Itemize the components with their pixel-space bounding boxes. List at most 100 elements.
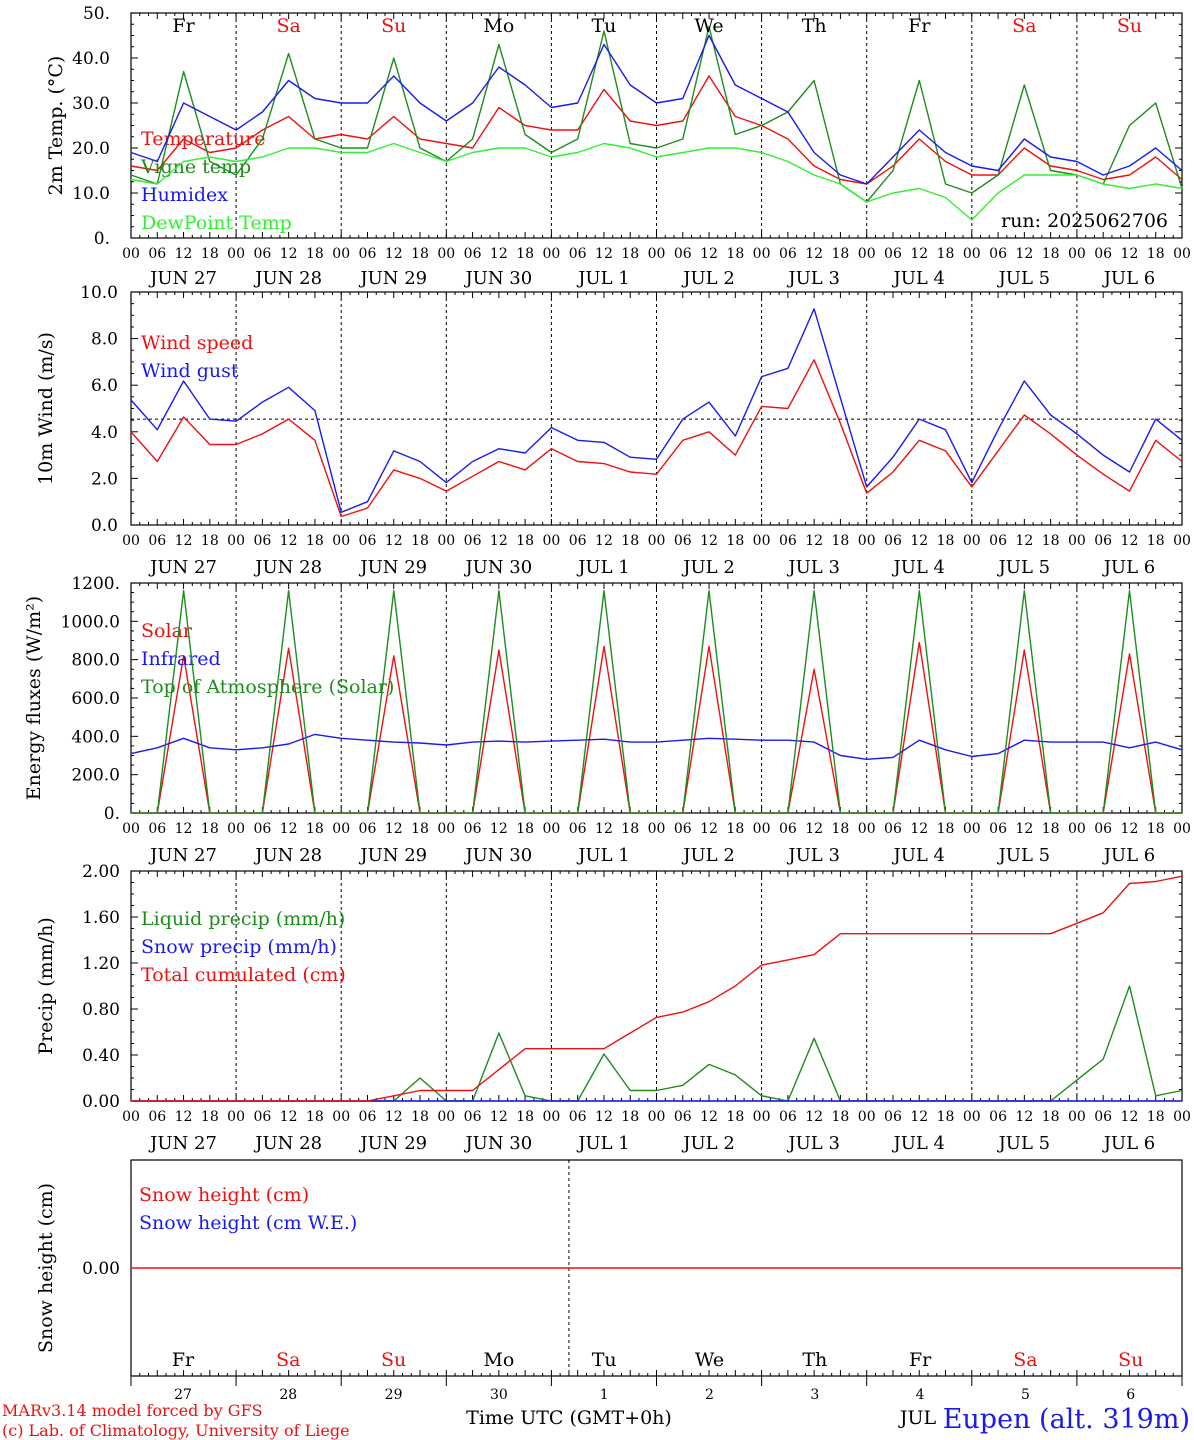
hour-label: 06	[989, 821, 1007, 837]
hour-label: 18	[1042, 533, 1060, 549]
hour-label: 00	[437, 533, 455, 549]
date-label: JUL 1	[576, 268, 630, 289]
hour-label: 06	[779, 246, 797, 262]
date-label: JUL 5	[997, 845, 1051, 866]
y-tick-label: 8.0	[91, 330, 118, 350]
hour-label: 12	[595, 533, 613, 549]
hour-label: 06	[1094, 246, 1112, 262]
hour-label: 00	[753, 821, 771, 837]
hour-label: 06	[359, 821, 377, 837]
hour-label: 18	[621, 246, 639, 262]
hour-label: 00	[858, 821, 876, 837]
hour-label: 06	[884, 1109, 902, 1125]
day-number: 4	[916, 1387, 925, 1403]
hour-label: 00	[227, 821, 245, 837]
date-label: JUL 1	[576, 845, 630, 866]
hour-label: 12	[1121, 533, 1139, 549]
y-tick-label: 1200.	[71, 574, 120, 594]
day-name: Fr	[909, 1349, 932, 1371]
day-name: We	[694, 15, 723, 37]
date-label: JUN 30	[463, 557, 532, 578]
hour-label: 12	[700, 821, 718, 837]
hour-label: 18	[832, 821, 850, 837]
hour-label: 06	[359, 246, 377, 262]
hour-label: 18	[306, 533, 324, 549]
hour-label: 00	[963, 1109, 981, 1125]
day-name: Sa	[276, 1349, 300, 1371]
hour-label: 00	[542, 246, 560, 262]
date-label: JUL 5	[997, 1133, 1051, 1154]
hour-label: 12	[700, 1109, 718, 1125]
hour-label: 12	[490, 246, 508, 262]
date-label: JUL 5	[997, 557, 1051, 578]
day-number: 3	[810, 1387, 819, 1403]
hour-label: 06	[884, 533, 902, 549]
hour-label: 18	[1042, 821, 1060, 837]
hour-label: 00	[332, 533, 350, 549]
hour-label: 12	[805, 533, 823, 549]
hour-label: 00	[648, 246, 666, 262]
hour-label: 18	[306, 246, 324, 262]
hour-label: 12	[1015, 533, 1033, 549]
hour-label: 18	[516, 533, 534, 549]
legend-entry: Top of Atmosphere (Solar)	[141, 676, 394, 698]
hour-label: 00	[437, 821, 455, 837]
hour-label: 06	[359, 533, 377, 549]
date-label: JUL 3	[786, 268, 840, 289]
hour-label: 06	[253, 533, 271, 549]
hour-label: 12	[805, 1109, 823, 1125]
hour-label: 12	[595, 821, 613, 837]
station-label: Eupen (alt. 319m)	[943, 1404, 1190, 1435]
series-line	[131, 875, 1183, 1102]
y-tick-label: 10.0	[72, 184, 110, 204]
hour-label: 06	[148, 533, 166, 549]
y-tick-label: 1.60	[82, 908, 120, 928]
hour-label: 00	[1068, 1109, 1086, 1125]
hour-label: 00	[963, 533, 981, 549]
date-label: JUL 6	[1102, 268, 1156, 289]
hour-label: 18	[621, 1109, 639, 1125]
hour-label: 00	[332, 246, 350, 262]
date-label: JUL 6	[1102, 1133, 1156, 1154]
y-tick-label: 0.	[94, 229, 110, 249]
hour-label: 12	[385, 533, 403, 549]
hour-label: 00	[227, 1109, 245, 1125]
hour-label: 00	[122, 821, 140, 837]
hour-label: 18	[621, 821, 639, 837]
date-label: JUL 2	[681, 268, 735, 289]
hour-label: 00	[963, 246, 981, 262]
hour-label: 06	[569, 1109, 587, 1125]
date-label: JUN 29	[358, 845, 427, 866]
hour-label: 18	[1147, 246, 1165, 262]
hour-label: 12	[385, 1109, 403, 1125]
hour-label: 18	[726, 1109, 744, 1125]
hour-label: 18	[201, 1109, 219, 1125]
hour-label: 12	[1121, 1109, 1139, 1125]
y-tick-label: 0.80	[82, 1000, 120, 1020]
y-tick-label: 1.20	[82, 954, 120, 974]
hour-label: 06	[253, 1109, 271, 1125]
date-label: JUL 6	[1102, 845, 1156, 866]
date-label: JUL 3	[786, 557, 840, 578]
hour-label: 12	[175, 246, 193, 262]
date-label: JUL 5	[997, 268, 1051, 289]
legend-entry: Solar	[141, 620, 193, 642]
hour-label: 12	[1121, 821, 1139, 837]
day-name: Fr	[172, 15, 195, 37]
hour-label: 06	[464, 1109, 482, 1125]
hour-label: 18	[1147, 533, 1165, 549]
day-number: 2	[705, 1387, 714, 1403]
y-tick-label: 10.0	[80, 283, 118, 303]
hour-label: 12	[280, 246, 298, 262]
hour-label: 12	[280, 533, 298, 549]
day-name: Th	[802, 1349, 827, 1371]
date-label: JUN 27	[148, 1133, 217, 1154]
hour-label: 00	[437, 1109, 455, 1125]
y-tick-label: 4.0	[91, 423, 118, 443]
day-name: We	[695, 1349, 724, 1371]
hour-label: 18	[411, 246, 429, 262]
date-label: JUN 30	[463, 268, 532, 289]
panel-3: 0. 200.0 400.0 600.0 800.0 1000.0 1200. Energy …	[23, 574, 1191, 866]
date-label: JUN 28	[253, 557, 322, 578]
